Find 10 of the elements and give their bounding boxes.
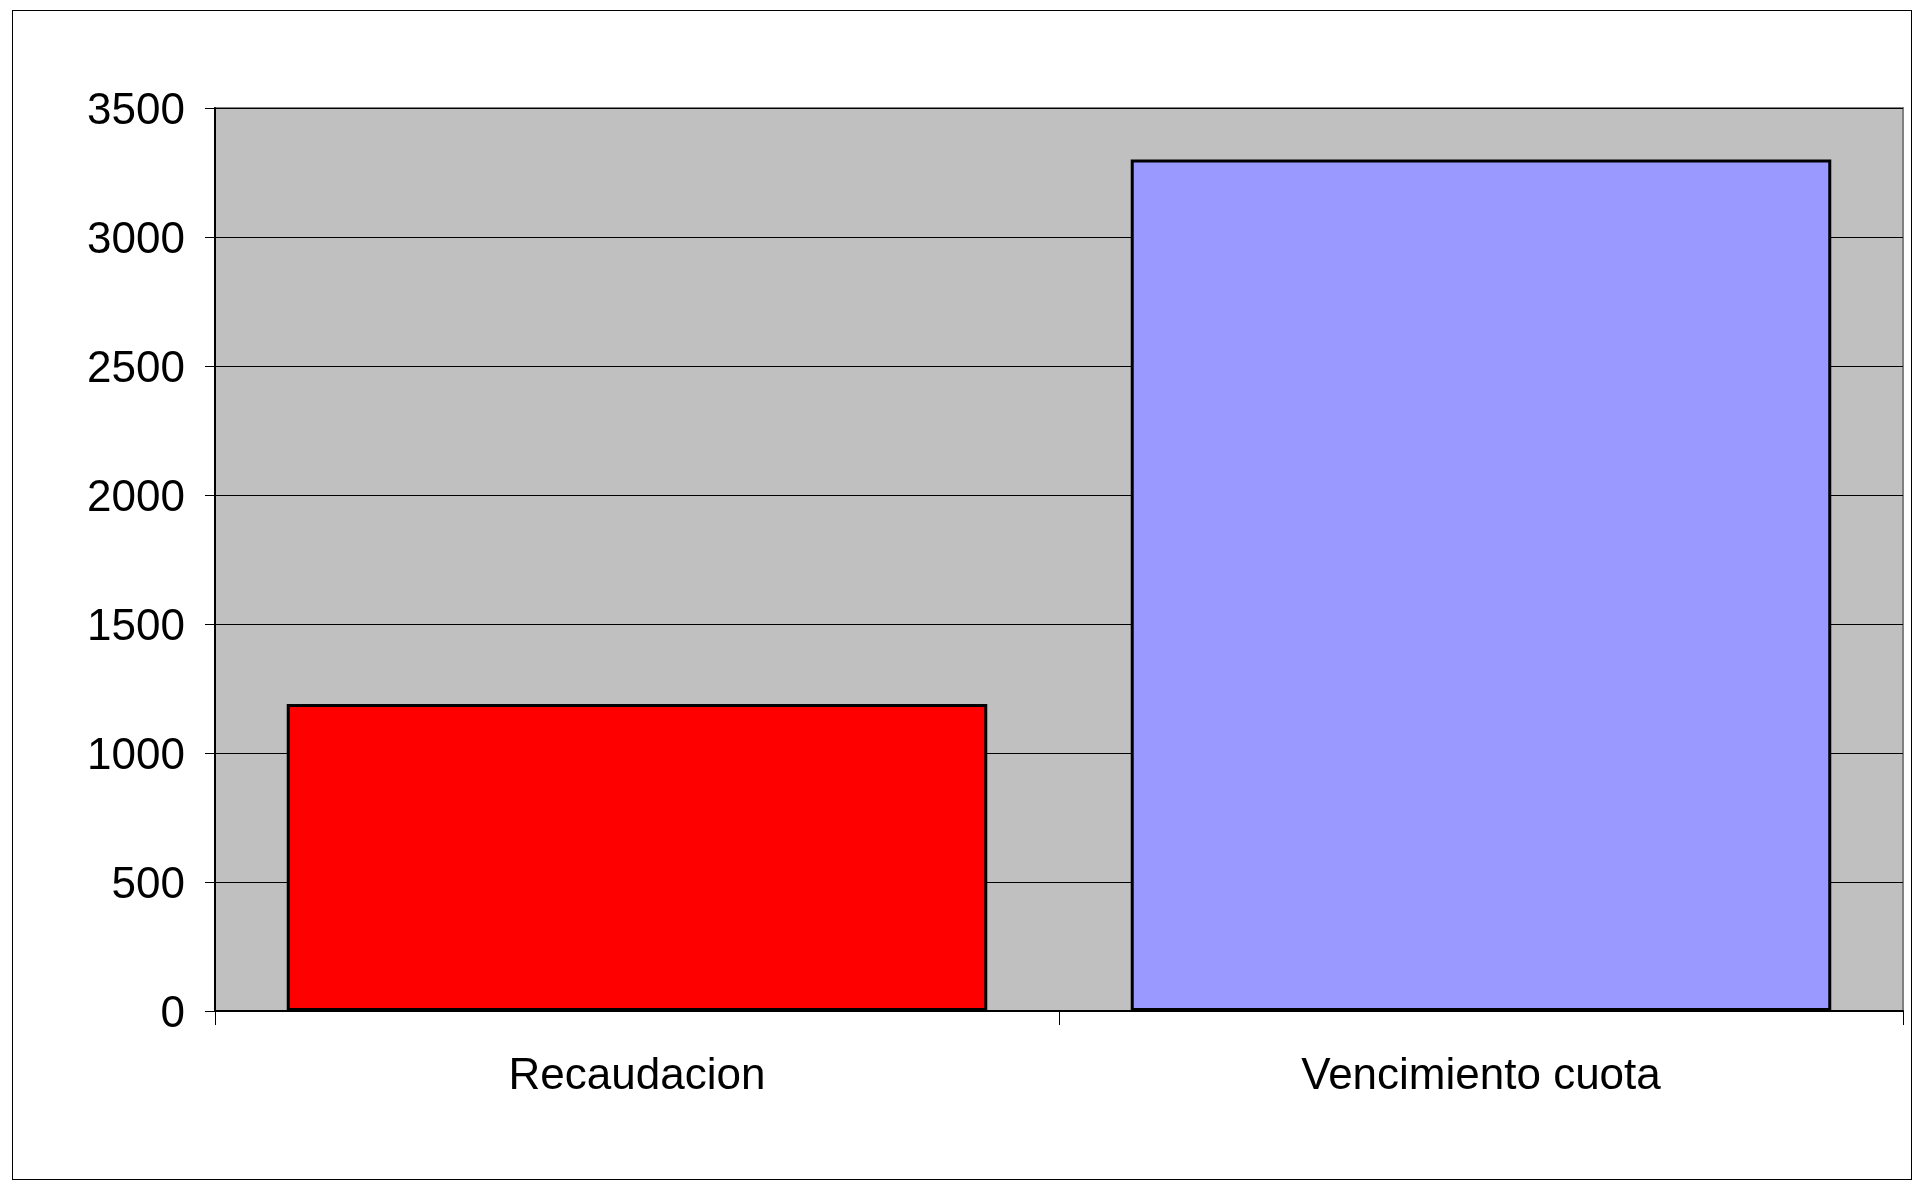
y-tick-label: 1500 [87, 599, 185, 649]
y-tick-label: 1000 [87, 728, 185, 778]
y-tick-label: 3500 [87, 83, 185, 133]
x-tick-label: Recaudacion [508, 1048, 766, 1098]
y-tick-label: 0 [160, 986, 185, 1036]
y-tick-label: 2500 [87, 341, 185, 391]
y-tick-label: 2000 [87, 470, 185, 520]
y-tick-label: 500 [111, 857, 185, 907]
x-tick-label: Vencimiento cuota [1301, 1048, 1662, 1098]
y-tick-label: 3000 [87, 212, 185, 262]
